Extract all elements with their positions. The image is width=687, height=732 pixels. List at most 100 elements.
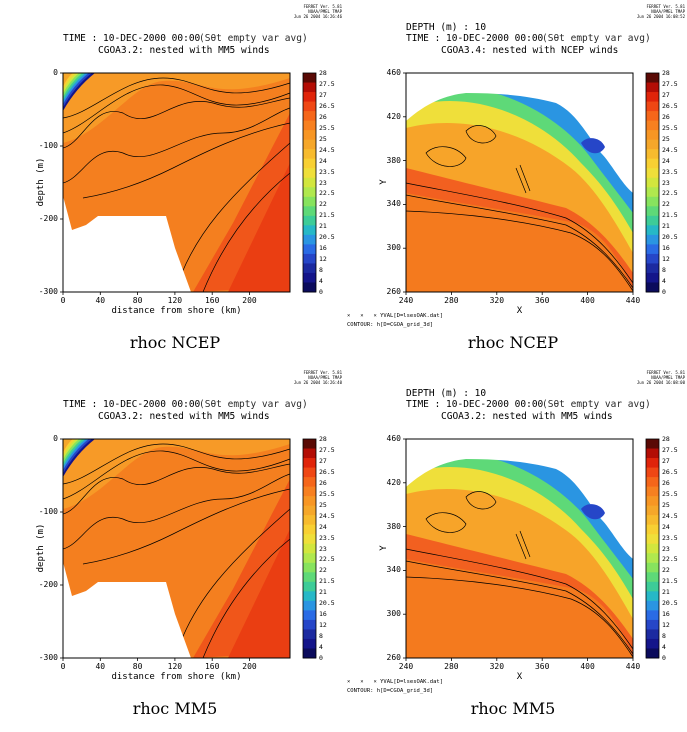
colorbar-tick-label: 8 [319,266,323,275]
contour-line [62,107,291,184]
colorbar-swatch [646,524,659,535]
ferret-line: NOAA/PMEL TMAP [308,375,342,380]
colorbar-frame [302,438,317,659]
contour-line [62,463,291,515]
colorbar-swatch [303,225,316,236]
colorbar-swatch [303,553,316,564]
colorbar-swatch [646,139,659,150]
colorbar-swatch [646,196,659,207]
colorbar-tick-label: 23 [319,544,327,553]
colorbar-swatch [646,73,659,84]
colorbar-tick-label: 21 [662,588,670,597]
x-tick-label: 280 [444,662,459,671]
x-tick-label: 360 [534,662,550,671]
colorbar-tick-label: 12 [319,255,327,264]
colorbar-tick-label: 28 [662,69,670,77]
colorbar-swatch [646,244,659,255]
ferret-line: Jun 26 2004 16:08:00 [636,380,685,385]
bathymetry-mask [63,562,191,658]
colorbar-tick-label: 0 [319,288,323,296]
colorbar-tick-label: 21.5 [319,577,335,586]
x-tick-label: 40 [95,662,106,671]
colorbar-swatch [303,82,316,93]
colorbar-swatch [646,638,659,649]
colorbar-swatch [646,562,659,573]
contour-line [62,84,291,134]
colorbar-swatch [646,543,659,554]
ferret-line: NOAA/PMEL TMAP [308,9,342,14]
colorbar-tick-label: 22.5 [319,555,335,564]
colorbar-swatch [646,120,659,131]
contour-line [465,491,497,510]
colorbar-swatch [646,272,659,283]
colorbar-swatch [303,524,316,535]
x-tick-label: 400 [580,662,595,671]
colorbar-tick-label: 23.5 [662,533,678,542]
ferret-line: NOAA/PMEL TMAP [651,375,685,380]
colorbar-tick-label: 16 [662,610,670,619]
y-tick-label: -100 [38,507,58,516]
y-tick-label: 0 [53,434,58,443]
x-tick-label: 320 [489,662,505,671]
colorbar-swatch [303,619,316,630]
x-axis-label: distance from shore (km) [111,306,242,316]
colorbar-swatch [303,458,316,469]
colorbar-tick-label: 24 [662,156,670,165]
colorbar-tick-label: 12 [319,621,327,630]
colorbar-tick-label: 16 [662,244,670,253]
y-tick-label: 380 [386,155,401,165]
y-tick-label: 260 [386,287,401,296]
panel-section-ncep: FERRET Ver. 5.81 NOAA/PMEL TMAP Jun 26 200… [0,0,342,360]
section-plot [60,72,317,295]
ferret-stamp: FERRET Ver. 5.81 NOAA/PMEL TMAP Jun 26 200… [605,4,685,19]
contour-line [515,530,531,560]
deepest-warm-region [228,163,290,292]
depth-label: DEPTH (m) : 10 [406,388,487,399]
colorbar-tick-label: 24.5 [319,511,335,520]
y-tick-label: 340 [386,199,401,209]
colorbar-tick-label: 22.5 [662,189,678,198]
x-tick-label: 0 [60,296,66,305]
colorbar-tick-label: 4 [662,643,666,652]
colorbar-swatch [646,149,659,160]
y-tick-label: 340 [386,565,401,575]
colorbar-tick-label: 25.5 [662,489,678,498]
colorbar-swatch [303,120,316,131]
cold-wedge-band [63,73,73,87]
colorbar-tick-label: 0 [662,288,666,296]
sound-inlet [581,504,605,520]
colorbar-tick-label: 26.5 [319,101,335,110]
contour-line [202,172,291,293]
contour-line [405,182,634,284]
colorbar-tick-label: 22 [319,566,327,575]
colorbar-tick-label: 20.5 [319,599,335,608]
colorbar-tick-label: 22.5 [319,189,335,198]
colorbar-tick-label: 25.5 [662,123,678,132]
ferret-line: FERRET Ver. 5.81 [646,370,685,375]
y-tick-label: -100 [38,141,58,150]
y-tick-label: 380 [386,521,401,531]
panel-map-ncep: FERRET Ver. 5.81 NOAA/PMEL TMAP Jun 26 200… [343,0,685,360]
colorbar-tick-label: 24.5 [662,511,678,520]
colorbar-tick-label: 21.5 [662,577,678,586]
sound-inlet [581,138,605,154]
colorbar-swatch [646,610,659,621]
y-tick-label: 260 [386,653,401,662]
colorbar-swatch [646,534,659,545]
colorbar-swatch [303,505,316,516]
colorbar-tick-label: 24 [319,522,327,531]
plot-frame [405,438,634,659]
colorbar-tick-label: 23.5 [319,533,335,542]
contour-line [515,164,531,194]
time-label: TIME : 10-DEC-2000 00:00 [406,33,549,44]
deepest-warm-region [228,529,290,658]
x-tick-label: 80 [132,662,143,671]
colorbar-swatch [303,496,316,507]
ferret-line: Jun 26 2004 16:26:46 [293,14,342,19]
colorbar-swatch [303,244,316,255]
y-tick-label: 300 [386,609,401,619]
y-tick-label: 460 [386,434,401,443]
colorbar-tick-label: 26 [662,112,670,121]
contour-line [62,97,291,149]
colorbar-swatch [646,448,659,459]
